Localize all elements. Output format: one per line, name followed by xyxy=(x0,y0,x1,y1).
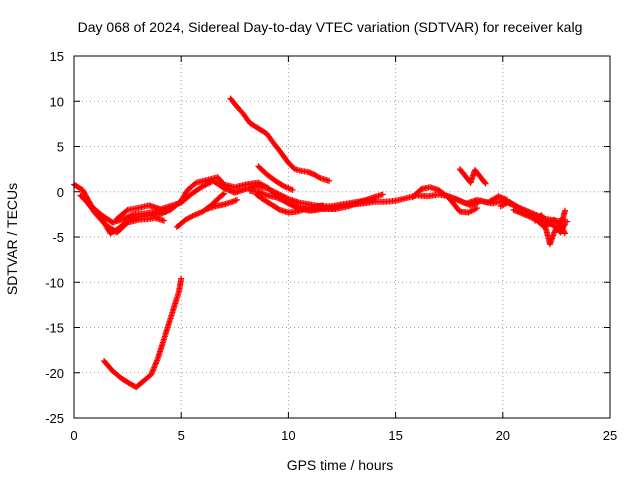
data-point xyxy=(379,191,386,198)
data-point xyxy=(202,181,209,188)
data-point xyxy=(205,180,211,187)
y-tick-label: -10 xyxy=(45,275,64,290)
x-tick-label: 20 xyxy=(496,428,510,443)
series-track-d xyxy=(113,202,170,222)
data-point xyxy=(123,220,130,227)
data-point xyxy=(123,207,130,214)
x-tick-label: 10 xyxy=(281,428,295,443)
series-track-p xyxy=(531,212,568,237)
data-point xyxy=(266,186,273,193)
data-point xyxy=(274,190,281,197)
y-tick-label: -25 xyxy=(45,411,64,426)
x-tick-label: 15 xyxy=(388,428,402,443)
data-point xyxy=(163,208,170,215)
data-point xyxy=(267,187,274,194)
data-point xyxy=(269,187,276,194)
plot-frame xyxy=(73,55,611,419)
y-tick-label: 0 xyxy=(57,185,64,200)
data-point xyxy=(279,182,286,189)
data-point xyxy=(203,181,210,188)
series-track-j xyxy=(255,163,296,193)
grid xyxy=(74,56,610,418)
data-point xyxy=(270,188,277,195)
data-point xyxy=(561,221,568,228)
y-tick-label: 10 xyxy=(50,94,64,109)
data-point xyxy=(289,186,296,193)
data-point xyxy=(178,275,185,282)
x-tick-label: 25 xyxy=(603,428,617,443)
data-point xyxy=(206,179,213,186)
data-point xyxy=(221,190,228,197)
series-track-k xyxy=(456,166,489,187)
series-track-i xyxy=(227,95,333,184)
data-point xyxy=(200,182,207,189)
data-point xyxy=(220,191,227,198)
y-tick-label: 5 xyxy=(57,140,64,155)
data-point xyxy=(275,206,282,213)
series-track-h xyxy=(253,191,326,216)
plot-area xyxy=(71,95,571,391)
data-point xyxy=(273,189,280,196)
series-track-c xyxy=(83,198,168,236)
x-tick-label: 0 xyxy=(70,428,77,443)
data-point xyxy=(263,185,270,192)
y-tick-label: 15 xyxy=(50,49,64,64)
y-axis-title: SDTVAR / TECUs xyxy=(4,183,20,295)
data-point xyxy=(199,183,206,190)
data-point xyxy=(316,174,323,181)
data-point xyxy=(561,207,568,214)
ticks: 0 5 10 15 20 25 -25 -20 -15 -10 -5 0 5 10 15 xyxy=(45,49,617,443)
y-tick-label: -5 xyxy=(52,230,64,245)
data-point xyxy=(265,185,272,192)
chart-title: Day 068 of 2024, Sidereal Day-to-day VTE… xyxy=(78,19,583,35)
data-point xyxy=(276,191,283,198)
data-point xyxy=(482,180,489,187)
data-point xyxy=(561,230,568,237)
data-point xyxy=(326,177,333,184)
data-point xyxy=(481,179,488,186)
data-point xyxy=(561,229,568,236)
data-point xyxy=(319,202,326,209)
data-point xyxy=(371,196,378,203)
y-tick-label: -20 xyxy=(45,366,64,381)
series-track-m xyxy=(452,193,511,207)
data-point xyxy=(233,196,240,203)
data-point xyxy=(161,217,168,224)
series-track-q xyxy=(101,275,185,391)
x-axis-title: GPS time / hours xyxy=(287,457,394,473)
series-track-l xyxy=(409,184,481,216)
series-track-f xyxy=(203,196,240,212)
x-tick-label: 5 xyxy=(178,428,185,443)
data-point xyxy=(474,205,481,212)
y-tick-label: -15 xyxy=(45,321,64,336)
